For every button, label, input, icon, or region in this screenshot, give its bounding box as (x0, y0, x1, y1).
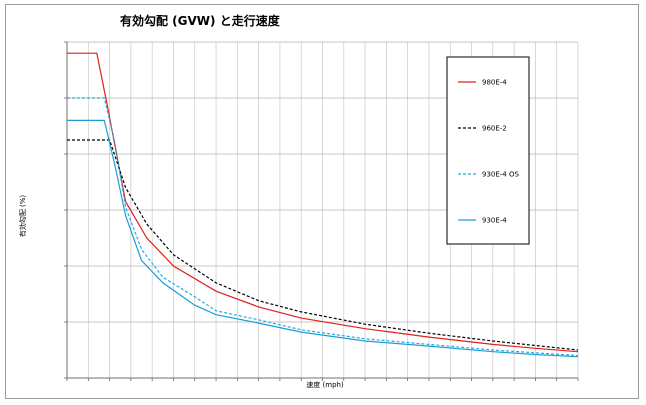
series-line-3 (67, 97, 579, 357)
series-line-2 (67, 139, 579, 351)
legend-label-3: 930E-4 OS (482, 171, 519, 179)
legend-label-2: 960E-2 (482, 125, 507, 133)
legend-label-1: 980E-4 (482, 79, 507, 87)
y-axis-label: 有効勾配 (%) (18, 195, 27, 238)
legend: 980E-4 960E-2 930E-4 OS 930E-4 (458, 79, 519, 225)
chart-title: 有効勾配 (GVW) と走行速度 (120, 13, 281, 28)
legend-label-4: 930E-4 (482, 217, 507, 225)
series-line-4 (67, 119, 579, 358)
x-axis-label: 速度 (mph) (306, 380, 344, 389)
legend-box (446, 56, 530, 245)
series-lines (67, 52, 579, 358)
